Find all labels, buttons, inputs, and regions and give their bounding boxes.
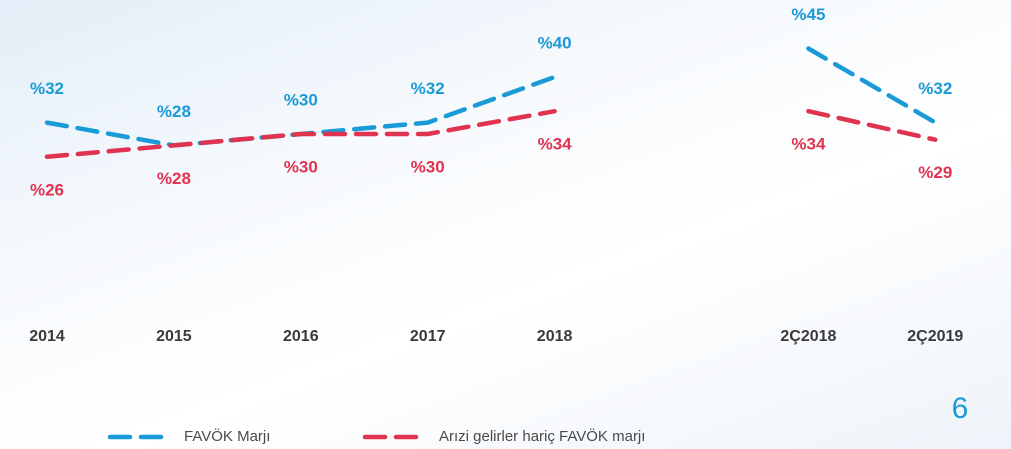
data-label: %28	[157, 102, 191, 121]
data-label: %28	[157, 169, 191, 188]
x-tick-label: 2016	[283, 328, 319, 345]
data-label: %45	[791, 5, 825, 24]
x-tick-label: 2Ç2018	[780, 328, 836, 345]
data-label: %26	[30, 180, 64, 199]
data-label: %32	[30, 79, 64, 98]
data-label: %32	[411, 79, 445, 98]
data-label: %29	[918, 163, 952, 182]
x-tick-label: 2017	[410, 328, 446, 345]
x-tick-label: 2018	[537, 328, 573, 345]
x-tick-label: 2Ç2019	[907, 328, 963, 345]
x-tick-label: 2014	[29, 328, 65, 345]
legend-label: FAVÖK Marjı	[184, 427, 270, 445]
data-label: %40	[538, 33, 572, 52]
data-label: %30	[284, 90, 318, 109]
data-label: %30	[284, 157, 318, 176]
data-label: %34	[538, 135, 573, 154]
line	[806, 46, 938, 125]
data-label: %32	[918, 79, 952, 98]
data-label: %34	[791, 135, 826, 154]
page-number: 6	[952, 392, 969, 425]
line	[806, 108, 938, 142]
data-label: %30	[411, 157, 445, 176]
line	[44, 108, 557, 160]
x-tick-label: 2015	[156, 328, 192, 345]
legend-label: Arızi gelirler hariç FAVÖK marjı	[439, 427, 645, 445]
